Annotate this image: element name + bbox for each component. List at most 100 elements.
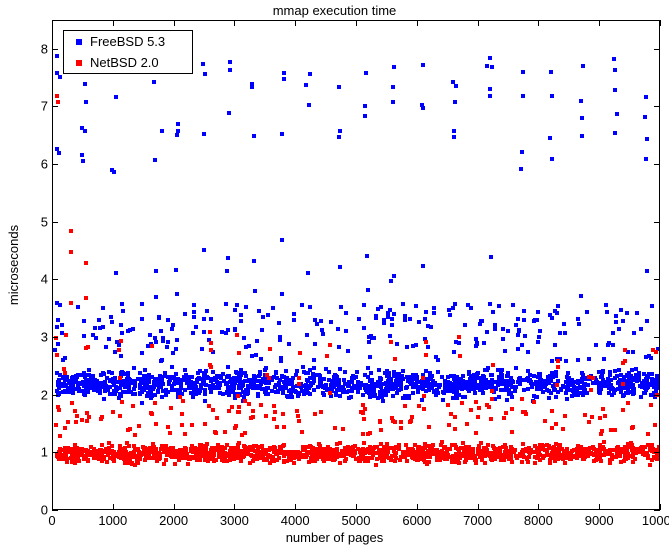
data-point <box>370 378 374 382</box>
data-point <box>506 329 510 333</box>
data-point <box>504 411 508 415</box>
data-point <box>490 65 494 69</box>
data-point <box>94 452 98 456</box>
data-point <box>175 338 179 342</box>
data-point <box>462 446 466 450</box>
data-point <box>458 386 462 390</box>
data-point <box>529 448 533 452</box>
data-point <box>449 412 453 416</box>
data-point <box>159 378 163 382</box>
data-point <box>209 390 213 394</box>
data-point <box>277 456 281 460</box>
data-point <box>494 387 498 391</box>
data-point <box>222 459 226 463</box>
data-point <box>425 378 429 382</box>
data-point <box>325 354 329 358</box>
data-point <box>580 447 584 451</box>
data-point <box>161 336 165 340</box>
x-tick-mark <box>660 504 661 510</box>
data-point <box>341 450 345 454</box>
data-point <box>556 365 560 369</box>
data-point <box>57 151 61 155</box>
data-point <box>251 409 255 413</box>
data-point <box>291 450 295 454</box>
data-point <box>197 390 201 394</box>
data-point <box>251 446 255 450</box>
data-point <box>333 373 337 377</box>
data-point <box>55 301 59 305</box>
data-point <box>185 377 189 381</box>
data-point <box>592 459 596 463</box>
data-point <box>610 393 614 397</box>
data-point <box>218 453 222 457</box>
data-point <box>645 137 649 141</box>
data-point <box>538 376 542 380</box>
data-point <box>431 443 435 447</box>
data-point <box>565 397 569 401</box>
data-point <box>174 347 178 351</box>
data-point <box>254 353 258 357</box>
data-point <box>256 392 260 396</box>
data-point <box>208 330 212 334</box>
data-point <box>252 259 256 263</box>
data-point <box>461 395 465 399</box>
data-point <box>518 382 522 386</box>
data-point <box>424 353 428 357</box>
data-point <box>276 390 280 394</box>
data-point <box>520 397 524 401</box>
data-point <box>226 256 230 260</box>
data-point <box>80 450 84 454</box>
x-tick-mark <box>52 20 53 26</box>
data-point <box>233 308 237 312</box>
data-point <box>60 382 64 386</box>
data-point <box>457 452 461 456</box>
data-point <box>138 377 142 381</box>
y-tick-label: 1 <box>28 445 48 460</box>
data-point <box>297 419 301 423</box>
data-point <box>74 420 78 424</box>
data-point <box>611 343 615 347</box>
data-point <box>327 454 331 458</box>
data-point <box>80 153 84 157</box>
data-point <box>236 456 240 460</box>
legend-label: FreeBSD 5.3 <box>90 34 165 49</box>
data-point <box>153 401 157 405</box>
data-point <box>529 380 533 384</box>
data-point <box>204 375 208 379</box>
data-point <box>211 370 215 374</box>
data-point <box>353 451 357 455</box>
data-point <box>374 463 378 467</box>
data-point <box>493 457 497 461</box>
data-point <box>428 455 432 459</box>
data-point <box>506 371 510 375</box>
data-point <box>451 306 455 310</box>
data-point <box>448 388 452 392</box>
data-point <box>307 103 311 107</box>
data-point <box>571 388 575 392</box>
data-point <box>327 370 331 374</box>
data-point <box>460 401 464 405</box>
data-point <box>171 323 175 327</box>
data-point <box>335 388 339 392</box>
data-point <box>335 442 339 446</box>
data-point <box>183 432 187 436</box>
data-point <box>416 447 420 451</box>
data-point <box>304 371 308 375</box>
data-point <box>56 100 60 104</box>
data-point <box>633 457 637 461</box>
data-point <box>278 338 282 342</box>
data-point <box>168 449 172 453</box>
data-point <box>420 446 424 450</box>
data-point <box>556 359 560 363</box>
data-point <box>111 457 115 461</box>
data-point <box>427 425 431 429</box>
data-point <box>188 457 192 461</box>
data-point <box>239 459 243 463</box>
data-point <box>478 376 482 380</box>
data-point <box>202 248 206 252</box>
data-point <box>630 426 634 430</box>
data-point <box>639 327 643 331</box>
data-point <box>613 428 617 432</box>
data-point <box>482 341 486 345</box>
x-tick-mark <box>234 20 235 26</box>
